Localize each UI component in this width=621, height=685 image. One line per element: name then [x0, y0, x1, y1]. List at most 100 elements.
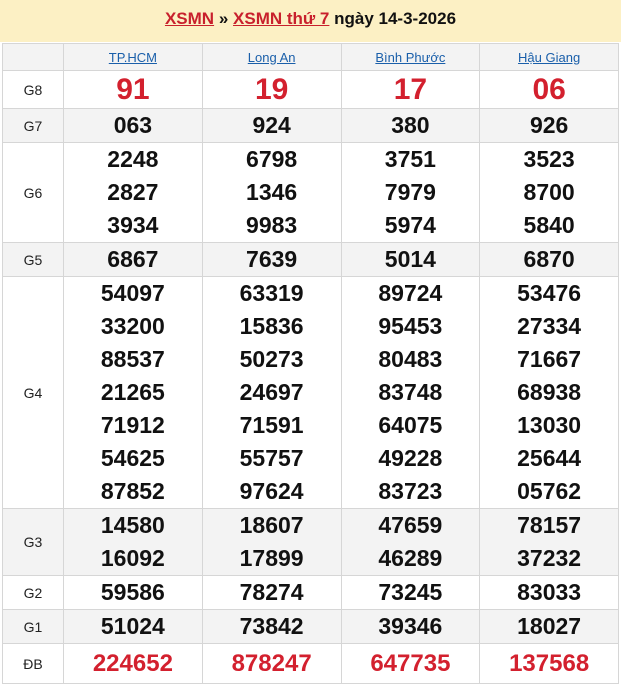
result-number: 83748 [378, 379, 443, 405]
xsmn-link[interactable]: XSMN [164, 9, 215, 28]
xsmn-thu7-link[interactable]: XSMN thứ 7 [233, 9, 330, 28]
result-cell: 17 [340, 70, 481, 109]
result-cell: 063 [63, 108, 203, 143]
result-number: 71667 [517, 346, 582, 372]
result-number: 24697 [239, 379, 304, 405]
result-number: 2827 [107, 179, 159, 205]
result-number: 380 [391, 112, 430, 138]
result-number: 95453 [378, 313, 443, 339]
result-number: 53476 [517, 280, 582, 306]
result-cell: 63319 15836 50273 24697 71591 55757 97624 [201, 276, 342, 509]
result-number: 89724 [378, 280, 443, 306]
result-number: 73245 [378, 579, 443, 605]
result-number: 14580 [100, 512, 165, 538]
result-cell: 06 [479, 70, 619, 109]
result-number: 647735 [370, 650, 451, 677]
province-link[interactable]: Hậu Giang [518, 49, 581, 65]
result-number: 926 [529, 112, 569, 138]
result-cell: 39346 [340, 609, 481, 644]
result-cell: 73245 [340, 575, 481, 610]
result-number: 8700 [523, 179, 575, 205]
result-cell: 14580 16092 [63, 508, 203, 576]
result-number: 17899 [239, 545, 304, 571]
result-number: 68938 [517, 379, 582, 405]
result-number: 49228 [378, 445, 443, 471]
prize-row: G8 91 19 17 06 [2, 70, 619, 109]
page-header: XSMN » XSMN thứ 7 ngày 14-3-2026 [0, 0, 621, 42]
result-number: 73842 [239, 613, 304, 639]
result-number: 9983 [246, 212, 298, 238]
result-cell: 47659 46289 [340, 508, 481, 576]
result-cell: 91 [63, 70, 203, 109]
province-link[interactable]: Long An [247, 49, 296, 65]
result-cell: 83033 [479, 575, 619, 610]
result-number: 97624 [239, 478, 304, 504]
prize-label: G6 [2, 142, 64, 243]
result-cell: 73842 [201, 609, 342, 644]
result-number: 25644 [517, 445, 582, 471]
result-cell: 18027 [479, 609, 619, 644]
result-number: 39346 [378, 613, 443, 639]
result-number: 7639 [246, 246, 298, 272]
prize-row: ĐB 224652 878247 647735 137568 [2, 643, 619, 684]
result-number: 063 [113, 112, 153, 138]
result-number: 06 [532, 73, 566, 106]
result-number: 3751 [384, 146, 436, 172]
result-number: 16092 [100, 545, 165, 571]
result-number: 91 [116, 73, 150, 106]
result-number: 18607 [239, 512, 304, 538]
result-number: 6798 [246, 146, 298, 172]
prize-row: G3 14580 16092 18607 17899 47659 46289 78157 372… [2, 508, 619, 576]
result-cell: 2248 2827 3934 [63, 142, 203, 243]
result-number: 3523 [523, 146, 575, 172]
prize-row: G4 54097 33200 88537 21265 71912 54625 87852 633… [2, 276, 619, 509]
result-number: 47659 [378, 512, 443, 538]
result-number: 878247 [231, 650, 312, 677]
result-number: 33200 [100, 313, 165, 339]
result-cell: 3751 7979 5974 [340, 142, 481, 243]
result-cell: 89724 95453 80483 83748 64075 49228 83723 [340, 276, 481, 509]
result-number: 55757 [239, 445, 304, 471]
result-number: 5014 [384, 246, 436, 272]
result-cell: 647735 [340, 643, 481, 684]
province-link[interactable]: TP.HCM [108, 49, 157, 65]
result-number: 78274 [239, 579, 304, 605]
result-cell: 926 [479, 108, 619, 143]
prize-label: G5 [2, 242, 64, 277]
prize-label: G2 [2, 575, 64, 610]
result-cell: 878247 [201, 643, 342, 684]
result-number: 924 [252, 112, 291, 138]
province-header-row: TP.HCM Long An Bình Phước Hậu Giang [2, 43, 619, 71]
result-number: 1346 [246, 179, 298, 205]
result-number: 71912 [100, 412, 165, 438]
prize-row: G7 063 924 380 926 [2, 108, 619, 143]
prize-row: G1 51024 73842 39346 18027 [2, 609, 619, 644]
prize-row: G5 6867 7639 5014 6870 [2, 242, 619, 277]
result-number: 51024 [100, 613, 165, 639]
result-number: 137568 [509, 650, 590, 677]
prize-label: G7 [2, 108, 64, 143]
prize-label: G8 [2, 70, 64, 109]
result-cell: 78157 37232 [479, 508, 619, 576]
result-cell: 6870 [479, 242, 619, 277]
result-cell: 19 [201, 70, 342, 109]
result-number: 3934 [107, 212, 159, 238]
result-cell: 54097 33200 88537 21265 71912 54625 87852 [63, 276, 203, 509]
prize-label: G4 [2, 276, 64, 509]
result-number: 83723 [378, 478, 443, 504]
breadcrumb-separator: » [218, 9, 229, 28]
result-number: 13030 [517, 412, 582, 438]
province-link[interactable]: Bình Phước [375, 49, 446, 65]
result-cell: 7639 [201, 242, 342, 277]
result-number: 64075 [378, 412, 443, 438]
result-cell: 5014 [340, 242, 481, 277]
result-number: 46289 [378, 545, 443, 571]
result-number: 2248 [107, 146, 159, 172]
result-cell: 59586 [63, 575, 203, 610]
result-number: 37232 [517, 545, 582, 571]
result-number: 6867 [107, 246, 159, 272]
result-cell: 6798 1346 9983 [201, 142, 342, 243]
result-number: 7979 [384, 179, 436, 205]
result-number: 224652 [92, 650, 173, 677]
prize-row: G6 2248 2827 3934 6798 1346 9983 3751 7979 5974 35… [2, 142, 619, 243]
